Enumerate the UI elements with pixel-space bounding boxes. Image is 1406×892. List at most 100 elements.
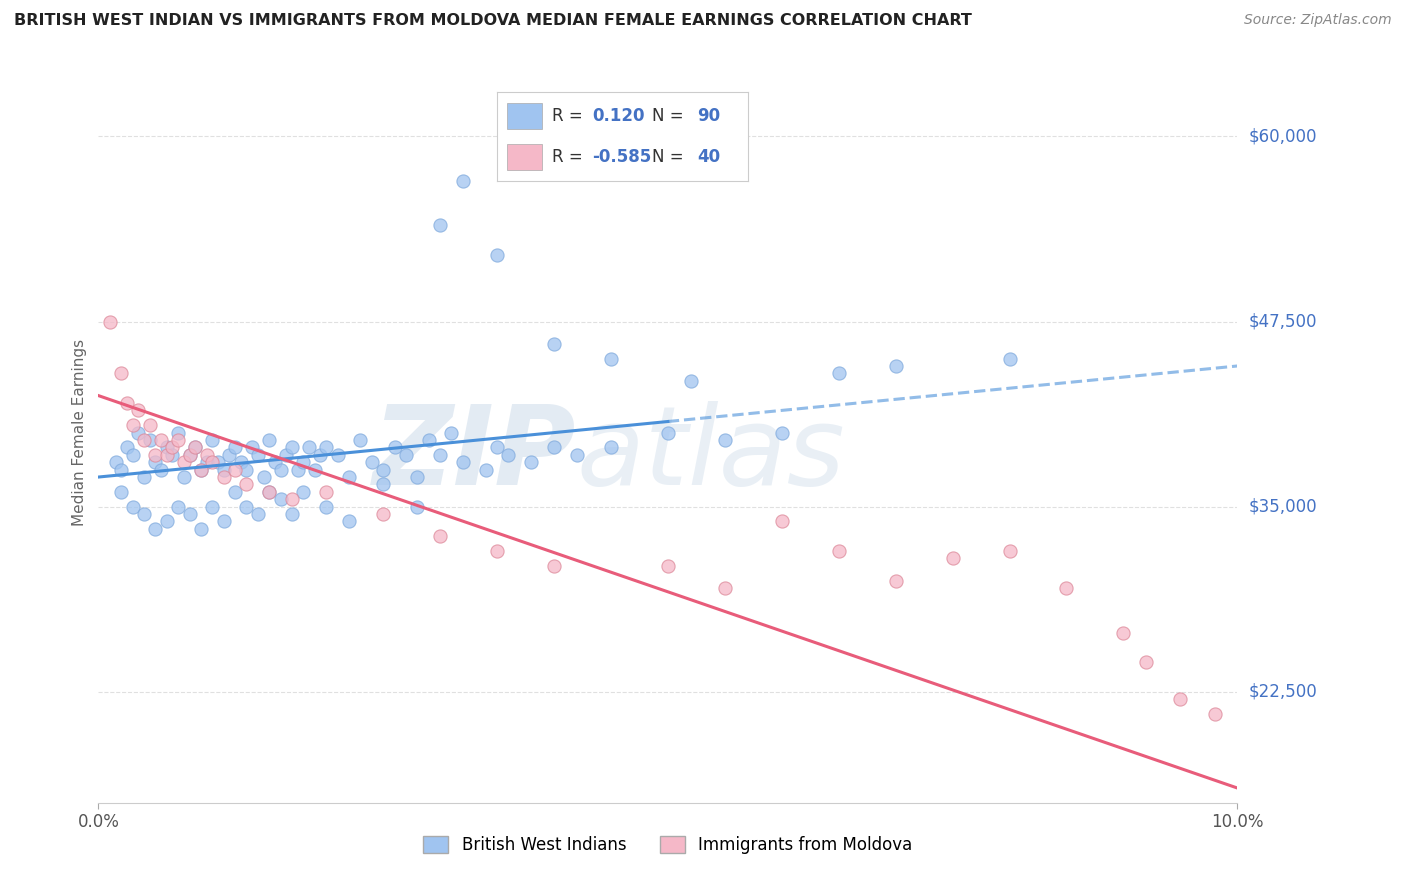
Legend: British West Indians, Immigrants from Moldova: British West Indians, Immigrants from Mo… — [416, 830, 920, 861]
Point — [281, 441, 304, 455]
Point — [429, 529, 451, 543]
Point — [156, 515, 179, 529]
Point — [162, 441, 184, 455]
Point — [486, 544, 509, 558]
Text: $22,500: $22,500 — [1249, 682, 1317, 701]
Point — [440, 425, 463, 440]
Point — [451, 174, 474, 188]
Point — [451, 455, 474, 469]
Point — [179, 507, 201, 521]
Point — [259, 433, 281, 447]
Point — [315, 500, 337, 514]
Point — [371, 507, 394, 521]
Point — [173, 455, 195, 469]
Point — [600, 351, 623, 366]
Point — [543, 558, 565, 573]
Point — [657, 558, 679, 573]
Point — [184, 441, 207, 455]
Text: ZIP: ZIP — [373, 401, 576, 508]
Point — [229, 455, 252, 469]
Point — [276, 448, 298, 462]
Point — [212, 470, 235, 484]
Point — [121, 448, 143, 462]
Point — [132, 470, 155, 484]
Point — [127, 425, 149, 440]
Point — [195, 448, 218, 462]
Point — [207, 455, 229, 469]
Point — [235, 500, 257, 514]
Point — [179, 448, 201, 462]
Point — [190, 462, 212, 476]
Point — [998, 544, 1021, 558]
Point — [543, 336, 565, 351]
Point — [132, 433, 155, 447]
Point — [287, 462, 309, 476]
Point — [406, 470, 429, 484]
Point — [371, 477, 394, 491]
Point — [1170, 692, 1192, 706]
Point — [298, 441, 321, 455]
Point — [770, 425, 793, 440]
Point — [828, 367, 851, 381]
Point — [543, 441, 565, 455]
Point — [138, 418, 160, 433]
Point — [309, 448, 332, 462]
Point — [104, 455, 127, 469]
Text: BRITISH WEST INDIAN VS IMMIGRANTS FROM MOLDOVA MEDIAN FEMALE EARNINGS CORRELATIO: BRITISH WEST INDIAN VS IMMIGRANTS FROM M… — [14, 13, 972, 29]
Point — [292, 484, 315, 499]
Point — [115, 441, 138, 455]
Point — [657, 425, 679, 440]
Point — [326, 448, 349, 462]
Point — [246, 507, 269, 521]
Point — [110, 367, 132, 381]
Text: Source: ZipAtlas.com: Source: ZipAtlas.com — [1244, 13, 1392, 28]
Point — [942, 551, 965, 566]
Point — [235, 462, 257, 476]
Point — [150, 462, 173, 476]
Point — [224, 441, 246, 455]
Point — [240, 441, 263, 455]
Point — [679, 374, 702, 388]
Point — [315, 441, 337, 455]
Point — [1135, 655, 1157, 669]
Point — [173, 470, 195, 484]
Point — [565, 448, 588, 462]
Point — [406, 500, 429, 514]
Point — [349, 433, 371, 447]
Point — [121, 500, 143, 514]
Point — [264, 455, 287, 469]
Point — [167, 425, 190, 440]
Point — [156, 441, 179, 455]
Point — [212, 515, 235, 529]
Point — [190, 462, 212, 476]
Point — [132, 507, 155, 521]
Point — [246, 448, 269, 462]
Point — [429, 448, 451, 462]
Point — [418, 433, 440, 447]
Point — [486, 441, 509, 455]
Point — [281, 492, 304, 507]
Point — [520, 455, 543, 469]
Point — [145, 448, 167, 462]
Point — [600, 441, 623, 455]
Point — [770, 515, 793, 529]
Y-axis label: Median Female Earnings: Median Female Earnings — [72, 339, 87, 526]
Point — [384, 441, 406, 455]
Point — [145, 455, 167, 469]
Point — [115, 396, 138, 410]
Point — [259, 484, 281, 499]
Point — [486, 248, 509, 262]
Point — [360, 455, 382, 469]
Point — [179, 448, 201, 462]
Point — [224, 462, 246, 476]
Point — [224, 484, 246, 499]
Text: $47,500: $47,500 — [1249, 312, 1317, 331]
Point — [190, 522, 212, 536]
Point — [714, 581, 737, 595]
Point — [259, 484, 281, 499]
Point — [884, 359, 907, 373]
Point — [315, 484, 337, 499]
Point — [270, 492, 292, 507]
Point — [138, 433, 160, 447]
Point — [235, 477, 257, 491]
